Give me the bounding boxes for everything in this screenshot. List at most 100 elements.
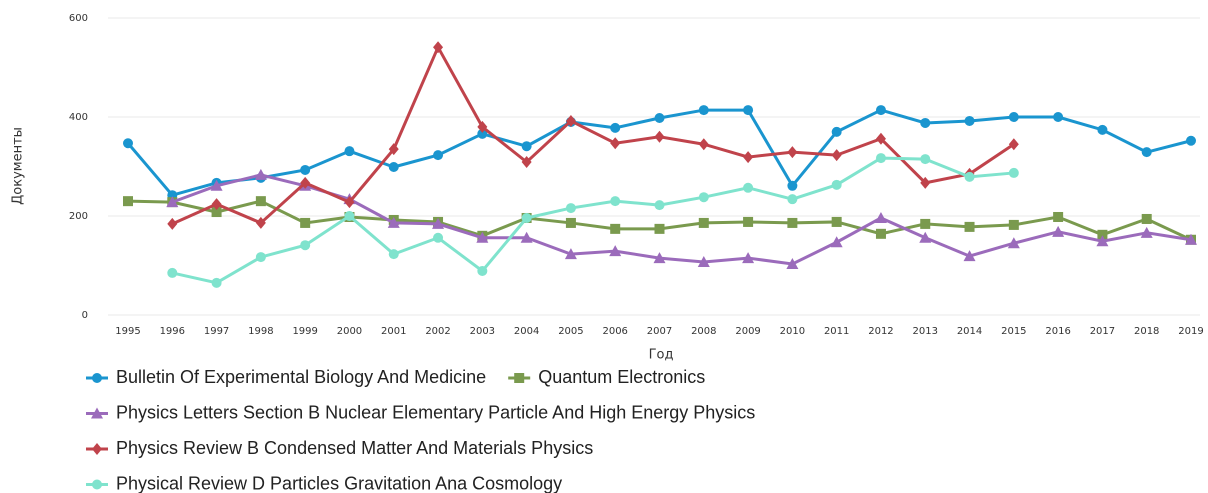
data-point <box>654 223 665 234</box>
data-point <box>565 114 576 127</box>
data-point <box>698 217 709 228</box>
data-point <box>521 156 532 169</box>
data-point <box>830 236 843 248</box>
data-point <box>344 146 355 157</box>
data-point <box>743 182 754 193</box>
data-point <box>300 164 311 175</box>
x-tick-label: 2010 <box>780 326 805 337</box>
legend-label: Physical Review D Particles Gravitation … <box>116 473 562 493</box>
x-tick-label: 2004 <box>514 326 539 337</box>
data-point <box>743 216 754 227</box>
x-tick-label: 2016 <box>1045 326 1070 337</box>
legend-label: Quantum Electronics <box>538 367 705 387</box>
data-point <box>1007 237 1020 249</box>
data-point <box>920 218 931 229</box>
data-point <box>1097 229 1108 240</box>
data-point <box>210 179 223 191</box>
x-tick-label: 2017 <box>1090 326 1115 337</box>
legend-marker <box>92 479 102 490</box>
data-point <box>1053 112 1064 122</box>
data-point <box>787 146 798 159</box>
data-point <box>388 161 399 172</box>
data-point <box>1141 147 1152 158</box>
data-point <box>166 196 179 208</box>
x-tick-label: 2015 <box>1001 326 1026 337</box>
x-tick-label: 2001 <box>381 326 406 337</box>
x-tick-label: 2009 <box>735 326 760 337</box>
data-point <box>477 128 488 139</box>
data-point <box>610 122 621 133</box>
data-point <box>698 138 709 151</box>
data-point <box>831 216 842 227</box>
data-point <box>920 154 931 165</box>
data-point <box>654 200 665 211</box>
data-point <box>787 194 798 205</box>
data-point <box>255 196 266 207</box>
data-point <box>698 105 709 116</box>
x-tick-label: 2013 <box>913 326 938 337</box>
data-point <box>1008 112 1019 122</box>
data-point <box>964 171 975 182</box>
data-point <box>1008 167 1019 178</box>
x-tick-label: 2011 <box>824 326 849 337</box>
x-tick-label: 2007 <box>647 326 672 337</box>
data-point <box>609 245 622 257</box>
data-point <box>875 132 886 145</box>
data-point <box>565 203 576 214</box>
data-point <box>1140 226 1153 238</box>
x-tick-label: 1995 <box>115 326 140 337</box>
y-axis-label: Документы <box>11 127 26 205</box>
data-point <box>875 153 886 164</box>
data-point <box>919 231 932 243</box>
y-tick-label: 600 <box>69 13 88 24</box>
x-axis-label: Год <box>649 348 674 363</box>
x-tick-label: 2003 <box>470 326 495 337</box>
x-tick-label: 2008 <box>691 326 716 337</box>
data-point <box>300 240 311 251</box>
data-point <box>1141 213 1152 224</box>
data-point <box>964 221 975 232</box>
data-point <box>1052 225 1065 237</box>
legend-label: Bulletin Of Experimental Biology And Med… <box>116 367 486 387</box>
data-point <box>388 143 399 156</box>
data-point <box>387 216 400 228</box>
data-point <box>920 176 931 189</box>
data-point <box>963 250 976 262</box>
x-tick-label: 1998 <box>248 326 273 337</box>
data-point <box>433 41 444 54</box>
legend-marker <box>92 373 102 383</box>
x-tick-label: 2014 <box>957 326 982 337</box>
x-tick-label: 2000 <box>337 326 362 337</box>
data-point <box>875 105 886 116</box>
data-point <box>1096 235 1109 247</box>
data-point <box>654 130 665 143</box>
data-point <box>742 252 755 264</box>
data-point <box>875 228 886 239</box>
data-point <box>565 217 576 228</box>
data-point <box>255 216 266 229</box>
data-point <box>1008 219 1019 230</box>
data-point <box>255 252 266 263</box>
data-point <box>300 217 311 228</box>
data-point <box>698 192 709 203</box>
data-point <box>476 231 489 243</box>
data-point <box>520 231 533 243</box>
x-tick-label: 1999 <box>292 326 317 337</box>
x-tick-label: 1997 <box>204 326 229 337</box>
data-point <box>477 265 488 276</box>
data-point <box>1185 233 1197 245</box>
data-point <box>211 207 222 218</box>
y-tick-label: 200 <box>69 211 88 222</box>
legend-marker <box>91 407 103 419</box>
data-point <box>1053 211 1064 222</box>
data-point <box>432 217 445 229</box>
data-point <box>1008 138 1019 151</box>
data-point <box>697 256 710 268</box>
series-line <box>171 173 1192 266</box>
data-point <box>874 211 887 223</box>
legend-marker <box>514 373 525 383</box>
data-point <box>610 196 621 207</box>
data-point <box>344 211 355 221</box>
data-point <box>477 120 488 133</box>
